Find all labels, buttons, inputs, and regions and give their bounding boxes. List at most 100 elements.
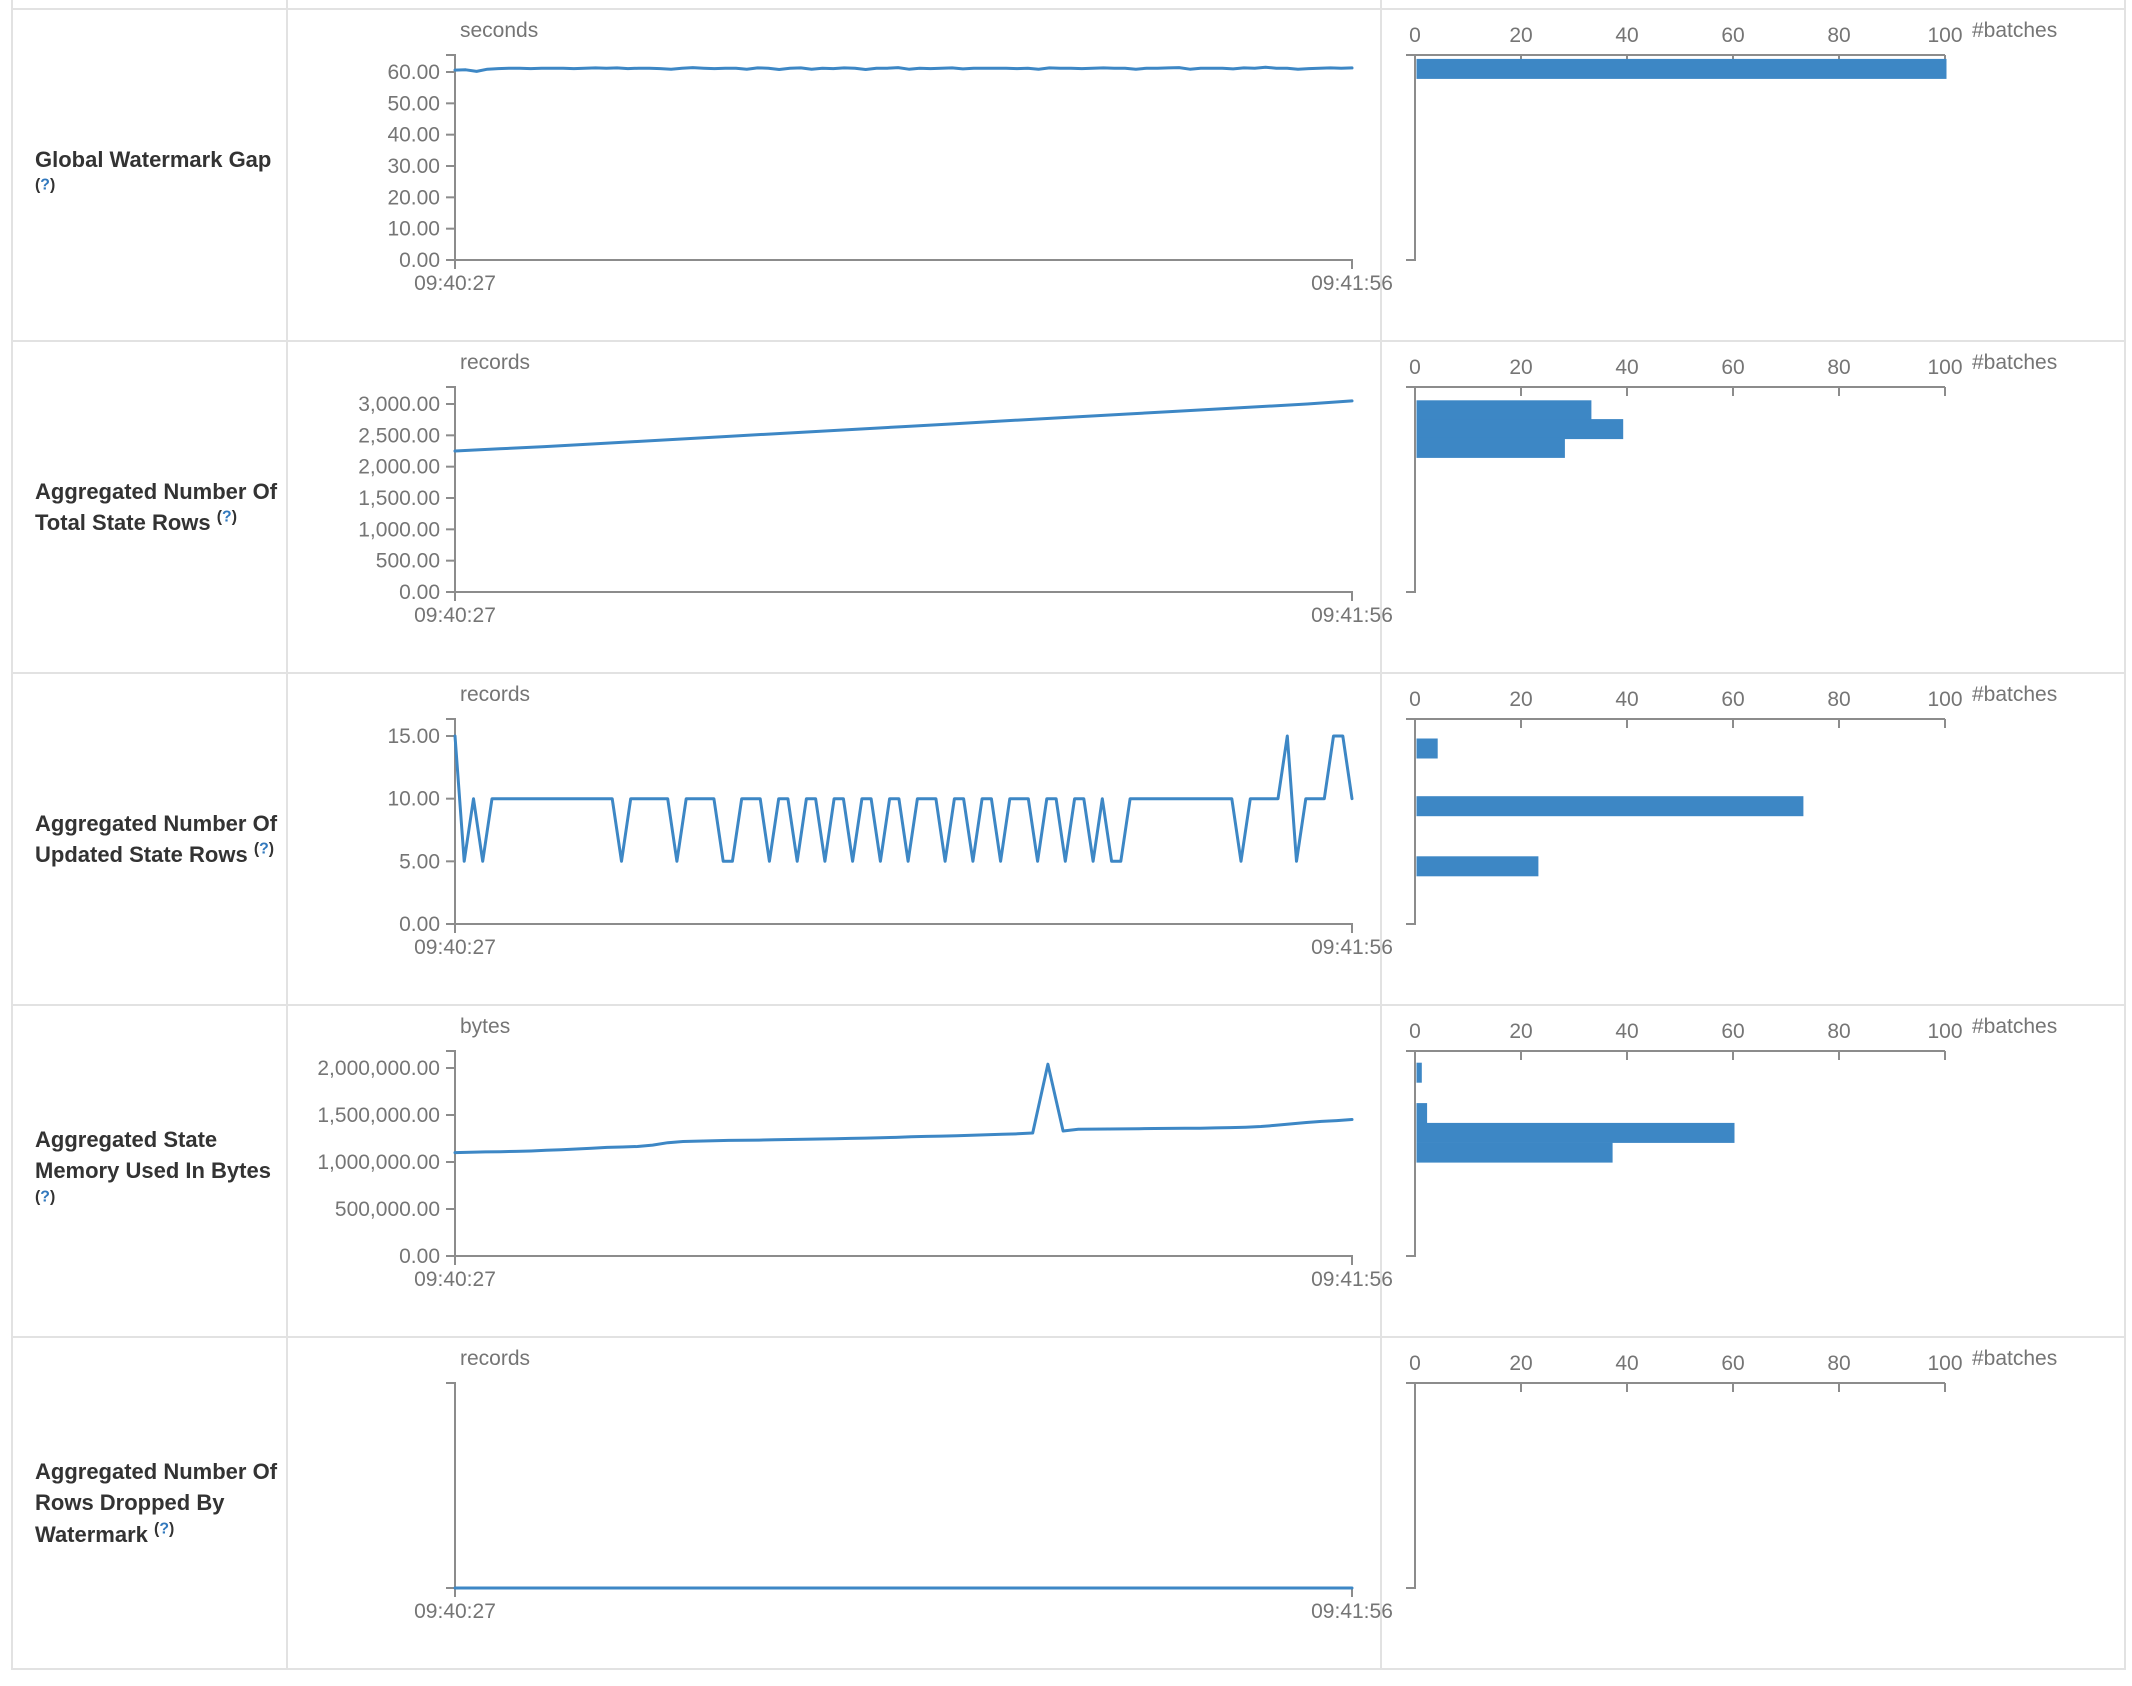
y-tick-label: 20.00 (387, 186, 440, 209)
batches-axis-label: #batches (1972, 1347, 2058, 1370)
metric-help[interactable]: (?) (254, 841, 274, 858)
histogram-x-tick-label: 100 (1927, 24, 1962, 47)
y-tick-label: 500,000.00 (335, 1198, 440, 1221)
metric-row: Aggregated Number Of Rows Dropped By Wat… (13, 1336, 2124, 1668)
histogram-x-tick-label: 60 (1721, 356, 1744, 379)
histogram-chart: 0 20 40 60 80 100 (1406, 24, 1963, 261)
timeline-cell: 15.00 10.00 5.00 0.00 records 09:40:27 09:4… (286, 674, 1393, 1004)
histogram-chart: 0 20 40 60 80 100 (1406, 356, 1963, 593)
metric-name-text: Aggregated Number Of Total State Rows (35, 478, 278, 535)
y-tick-label: 1,500,000.00 (317, 1104, 440, 1127)
histogram-bar (1416, 738, 1438, 759)
histogram-bar (1416, 58, 1947, 79)
line-series (453, 399, 1354, 453)
histogram-bar (1416, 437, 1565, 458)
histogram-y-axis (1406, 54, 1416, 261)
histogram-y-axis (1406, 1050, 1416, 1257)
help-paren-open: ( (154, 1520, 160, 1538)
histogram-x-tick-label: 80 (1827, 24, 1850, 47)
histogram-chart: 0 20 40 60 80 100 (1406, 1020, 1963, 1257)
metric-row: Aggregated State Memory Used In Bytes (?… (13, 1004, 2124, 1336)
y-tick-label: 10.00 (387, 788, 440, 811)
help-paren-close: ) (49, 176, 56, 194)
x-axis-end-label: 09:41:56 (1311, 936, 1393, 959)
histogram-bar (1416, 1142, 1613, 1163)
metric-name-text: Aggregated State Memory Used In Bytes (35, 1127, 271, 1184)
batches-axis-label: #batches (1972, 351, 2058, 374)
histogram-x-tick-label: 40 (1615, 356, 1638, 379)
histogram-x-tick-label: 100 (1927, 356, 1962, 379)
histogram-x-tick-label: 20 (1509, 356, 1532, 379)
metric-name: Aggregated Number Of Updated State Rows … (35, 808, 278, 870)
metric-row: Global Watermark Gap (?) 60.00 50.00 40.00… (13, 8, 2124, 340)
timeline-chart (446, 1382, 1354, 1597)
line-series (453, 1062, 1354, 1155)
histogram-y-axis (1406, 718, 1416, 925)
histogram-bar (1416, 856, 1539, 877)
histogram-x-tick-label: 100 (1927, 1352, 1962, 1375)
help-question-icon: ? (40, 1188, 50, 1206)
y-tick-label: 0.00 (399, 581, 440, 604)
histogram-x-tick-label: 0 (1409, 24, 1421, 47)
help-question-icon: ? (159, 1520, 169, 1538)
timeline-unit-label: bytes (460, 1015, 511, 1038)
x-axis-start-label: 09:40:27 (414, 604, 496, 627)
timeline-cell: 60.00 50.00 40.00 30.00 20.00 10.00 0.00 secon… (286, 10, 1393, 340)
histogram-x-tick-label: 60 (1721, 688, 1744, 711)
help-paren-close: ) (231, 508, 237, 526)
y-tick-label: 5.00 (399, 850, 440, 873)
help-paren-open: ( (216, 508, 223, 526)
x-axis-start-label: 09:40:27 (414, 936, 496, 959)
metric-name: Global Watermark Gap (?) (35, 144, 278, 206)
timeline-cell: 3,000.00 2,500.00 2,000.00 1,500.00 1,000.00… (286, 342, 1393, 672)
histogram-x-tick-label: 40 (1615, 24, 1638, 47)
x-axis (454, 591, 1353, 601)
histogram-bar (1416, 796, 1804, 817)
histogram-x-tick-label: 80 (1827, 356, 1850, 379)
metric-help[interactable]: (?) (35, 177, 55, 194)
histogram-bar (1416, 400, 1592, 421)
y-axis (446, 1050, 456, 1257)
y-tick-label: 15.00 (387, 725, 440, 748)
timeline-cell: records 09:40:27 09:41:56 (286, 1338, 1393, 1668)
help-paren-open: ( (35, 1188, 41, 1206)
metric-name-text: Global Watermark Gap (35, 146, 272, 172)
histogram-x-tick-label: 80 (1827, 1020, 1850, 1043)
histogram-x-tick-label: 60 (1721, 1352, 1744, 1375)
y-tick-label: 60.00 (387, 61, 440, 84)
histogram-y-axis (1406, 1382, 1416, 1589)
timeline-unit-label: records (460, 351, 531, 374)
x-axis (454, 1255, 1353, 1265)
metric-name-text: Aggregated Number Of Updated State Rows (35, 810, 278, 867)
metric-help[interactable]: (?) (154, 1520, 174, 1537)
clipped-name-cell (13, 0, 286, 8)
histogram-x-tick-label: 20 (1509, 24, 1532, 47)
histogram-x-tick-label: 60 (1721, 1020, 1744, 1043)
y-tick-label: 2,000.00 (358, 456, 440, 479)
y-axis (446, 718, 456, 925)
y-tick-label: 500.00 (376, 550, 440, 573)
timeline-chart: 15.00 10.00 5.00 0.00 (387, 718, 1354, 936)
help-question-icon: ? (40, 176, 50, 194)
x-axis-start-label: 09:40:27 (414, 272, 496, 295)
histogram-chart: 0 20 40 60 80 100 (1406, 1352, 1963, 1589)
batches-axis-label: #batches (1972, 1015, 2058, 1038)
y-tick-label: 40.00 (387, 124, 440, 147)
x-axis (454, 259, 1353, 269)
metric-help[interactable]: (?) (35, 1188, 55, 1205)
y-tick-label: 3,000.00 (358, 393, 440, 416)
y-tick-label: 1,000,000.00 (317, 1151, 440, 1174)
histogram-x-tick-label: 20 (1509, 1352, 1532, 1375)
histogram-cell: 0 20 40 60 80 100 #batches (1380, 342, 2120, 672)
metric-help[interactable]: (?) (217, 509, 237, 526)
x-axis-end-label: 09:41:56 (1311, 604, 1393, 627)
histogram-x-tick-label: 40 (1615, 1020, 1638, 1043)
x-axis-end-label: 09:41:56 (1311, 1600, 1393, 1623)
histogram-x-tick-label: 80 (1827, 688, 1850, 711)
metric-name-cell: Aggregated Number Of Total State Rows (?… (13, 342, 286, 672)
help-paren-close: ) (168, 1520, 175, 1538)
histogram-x-tick-label: 100 (1927, 688, 1962, 711)
help-paren-open: ( (35, 176, 41, 194)
line-series (453, 734, 1354, 863)
